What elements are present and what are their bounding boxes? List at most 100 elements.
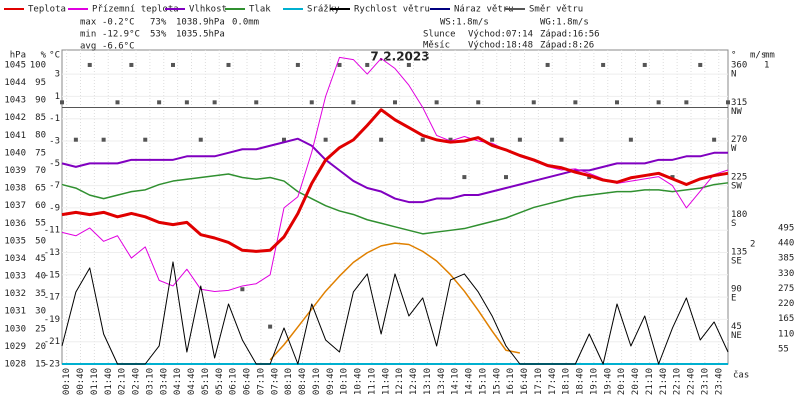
y-tick-label: 440: [778, 239, 794, 249]
x-tick-label: 10:40: [354, 368, 364, 395]
compass-label: E: [731, 294, 736, 304]
info: Západ:16:56: [540, 30, 600, 40]
y-tick-label: 90: [35, 95, 46, 105]
y-tick-label: -9: [49, 203, 60, 213]
x-tick-label: 16:10: [506, 368, 516, 395]
y-tick-label: -17: [44, 293, 60, 303]
direction-point: [670, 175, 675, 180]
x-tick-label: 00:10: [62, 368, 72, 395]
y-tick-label: -11: [44, 226, 60, 236]
legend-label: Vlhkost: [189, 5, 227, 15]
direction-point: [240, 287, 245, 292]
direction-point: [698, 62, 703, 67]
x-tick-label: 06:40: [243, 368, 253, 395]
x-tick-label: 02:40: [132, 368, 142, 395]
x-tick-label: 05:10: [201, 368, 211, 395]
y-tick-label: 30: [35, 307, 46, 317]
direction-point: [351, 100, 356, 105]
direction-point: [615, 100, 619, 105]
direction-point: [101, 137, 106, 142]
direction-point: [434, 100, 439, 105]
y-tick-label: 135: [731, 247, 747, 257]
y-tick-label: 45: [731, 322, 742, 332]
direction-point: [171, 62, 175, 67]
y-tick-label: 495: [778, 224, 794, 234]
y-tick-label: 85: [35, 113, 46, 123]
x-tick-label: 04:10: [173, 368, 183, 395]
direction-point: [684, 100, 689, 105]
y-tick-label: 50: [35, 236, 46, 246]
y-tick-label: -5: [49, 159, 60, 169]
y-tick-label: 80: [35, 131, 46, 141]
stat: -6.6°C: [102, 42, 135, 52]
direction-point: [212, 100, 217, 105]
x-tick-label: 17:40: [548, 368, 558, 395]
x-tick-label: 03:10: [145, 368, 155, 395]
series-line: [61, 108, 729, 253]
y-tick-label: 35: [35, 289, 46, 299]
direction-point: [365, 62, 370, 67]
stat: 0.0mm: [232, 18, 259, 28]
direction-point: [143, 137, 148, 142]
y-tick-label: 2: [750, 239, 755, 249]
direction-point: [198, 137, 203, 142]
y-tick-label: 330: [778, 269, 794, 279]
x-tick-label: 15:40: [492, 368, 502, 395]
direction-point: [573, 100, 578, 105]
direction-point: [115, 100, 120, 105]
y-tick-label: 1035: [4, 236, 26, 246]
x-tick-label: 03:40: [159, 368, 169, 395]
series-line: [269, 242, 521, 361]
x-tick-label: 15:10: [478, 368, 488, 395]
y-tick-label: 1031: [4, 307, 26, 317]
info: Východ:18:48: [468, 41, 533, 51]
series-line: [61, 137, 728, 204]
x-tick-label: 01:10: [90, 368, 100, 395]
compass-label: N: [731, 69, 736, 79]
direction-point: [476, 100, 481, 105]
x-tick-label: 18:10: [562, 368, 572, 395]
direction-point: [226, 62, 231, 67]
x-tick-label: 17:10: [534, 368, 544, 395]
direction-point: [73, 137, 78, 142]
y-tick-label: 1: [764, 60, 769, 70]
y-tick-label: 360: [731, 60, 747, 70]
y-tick-label: 165: [778, 314, 794, 324]
x-tick-label: 19:40: [603, 368, 613, 395]
direction-point: [642, 62, 647, 67]
x-tick-label: 13:10: [423, 368, 433, 395]
direction-point: [628, 137, 633, 142]
y-tick-label: 1043: [4, 96, 26, 106]
direction-point: [726, 100, 730, 105]
y-tick-label: -19: [44, 315, 60, 325]
x-tick-label: 23:10: [700, 368, 710, 395]
compass-label: SW: [731, 182, 742, 192]
x-tick-label: 23:40: [714, 368, 724, 395]
y-tick-label: -1: [49, 114, 60, 124]
info: WS:1.8m/s: [440, 18, 489, 28]
x-tick-label: 07:10: [256, 368, 266, 395]
y-tick-label: 1040: [4, 148, 26, 158]
y-tick-label: 25: [35, 324, 46, 334]
direction-point: [517, 137, 522, 142]
axis-label: m/s: [750, 51, 766, 61]
stat: -12.9°C: [102, 30, 140, 40]
stat: 53%: [150, 30, 167, 40]
x-tick-label: 20:10: [617, 368, 627, 395]
y-tick-label: 70: [35, 166, 46, 176]
legend-label: Náraz větru: [454, 5, 514, 15]
info: Západ:8:26: [540, 41, 594, 51]
x-tick-label: 16:40: [520, 368, 530, 395]
y-tick-label: 110: [778, 329, 794, 339]
axis-label: mm: [764, 51, 775, 61]
x-tick-label: 22:40: [687, 368, 697, 395]
y-tick-label: 55: [35, 219, 46, 229]
x-tick-label: 21:40: [659, 368, 669, 395]
x-tick-label: 08:40: [298, 368, 308, 395]
legend-label: Srážky: [307, 5, 340, 15]
y-tick-label: 75: [35, 148, 46, 158]
x-tick-label: 01:40: [104, 368, 114, 395]
stat: 1038.9hPa: [176, 18, 225, 28]
y-tick-label: 385: [778, 254, 794, 264]
